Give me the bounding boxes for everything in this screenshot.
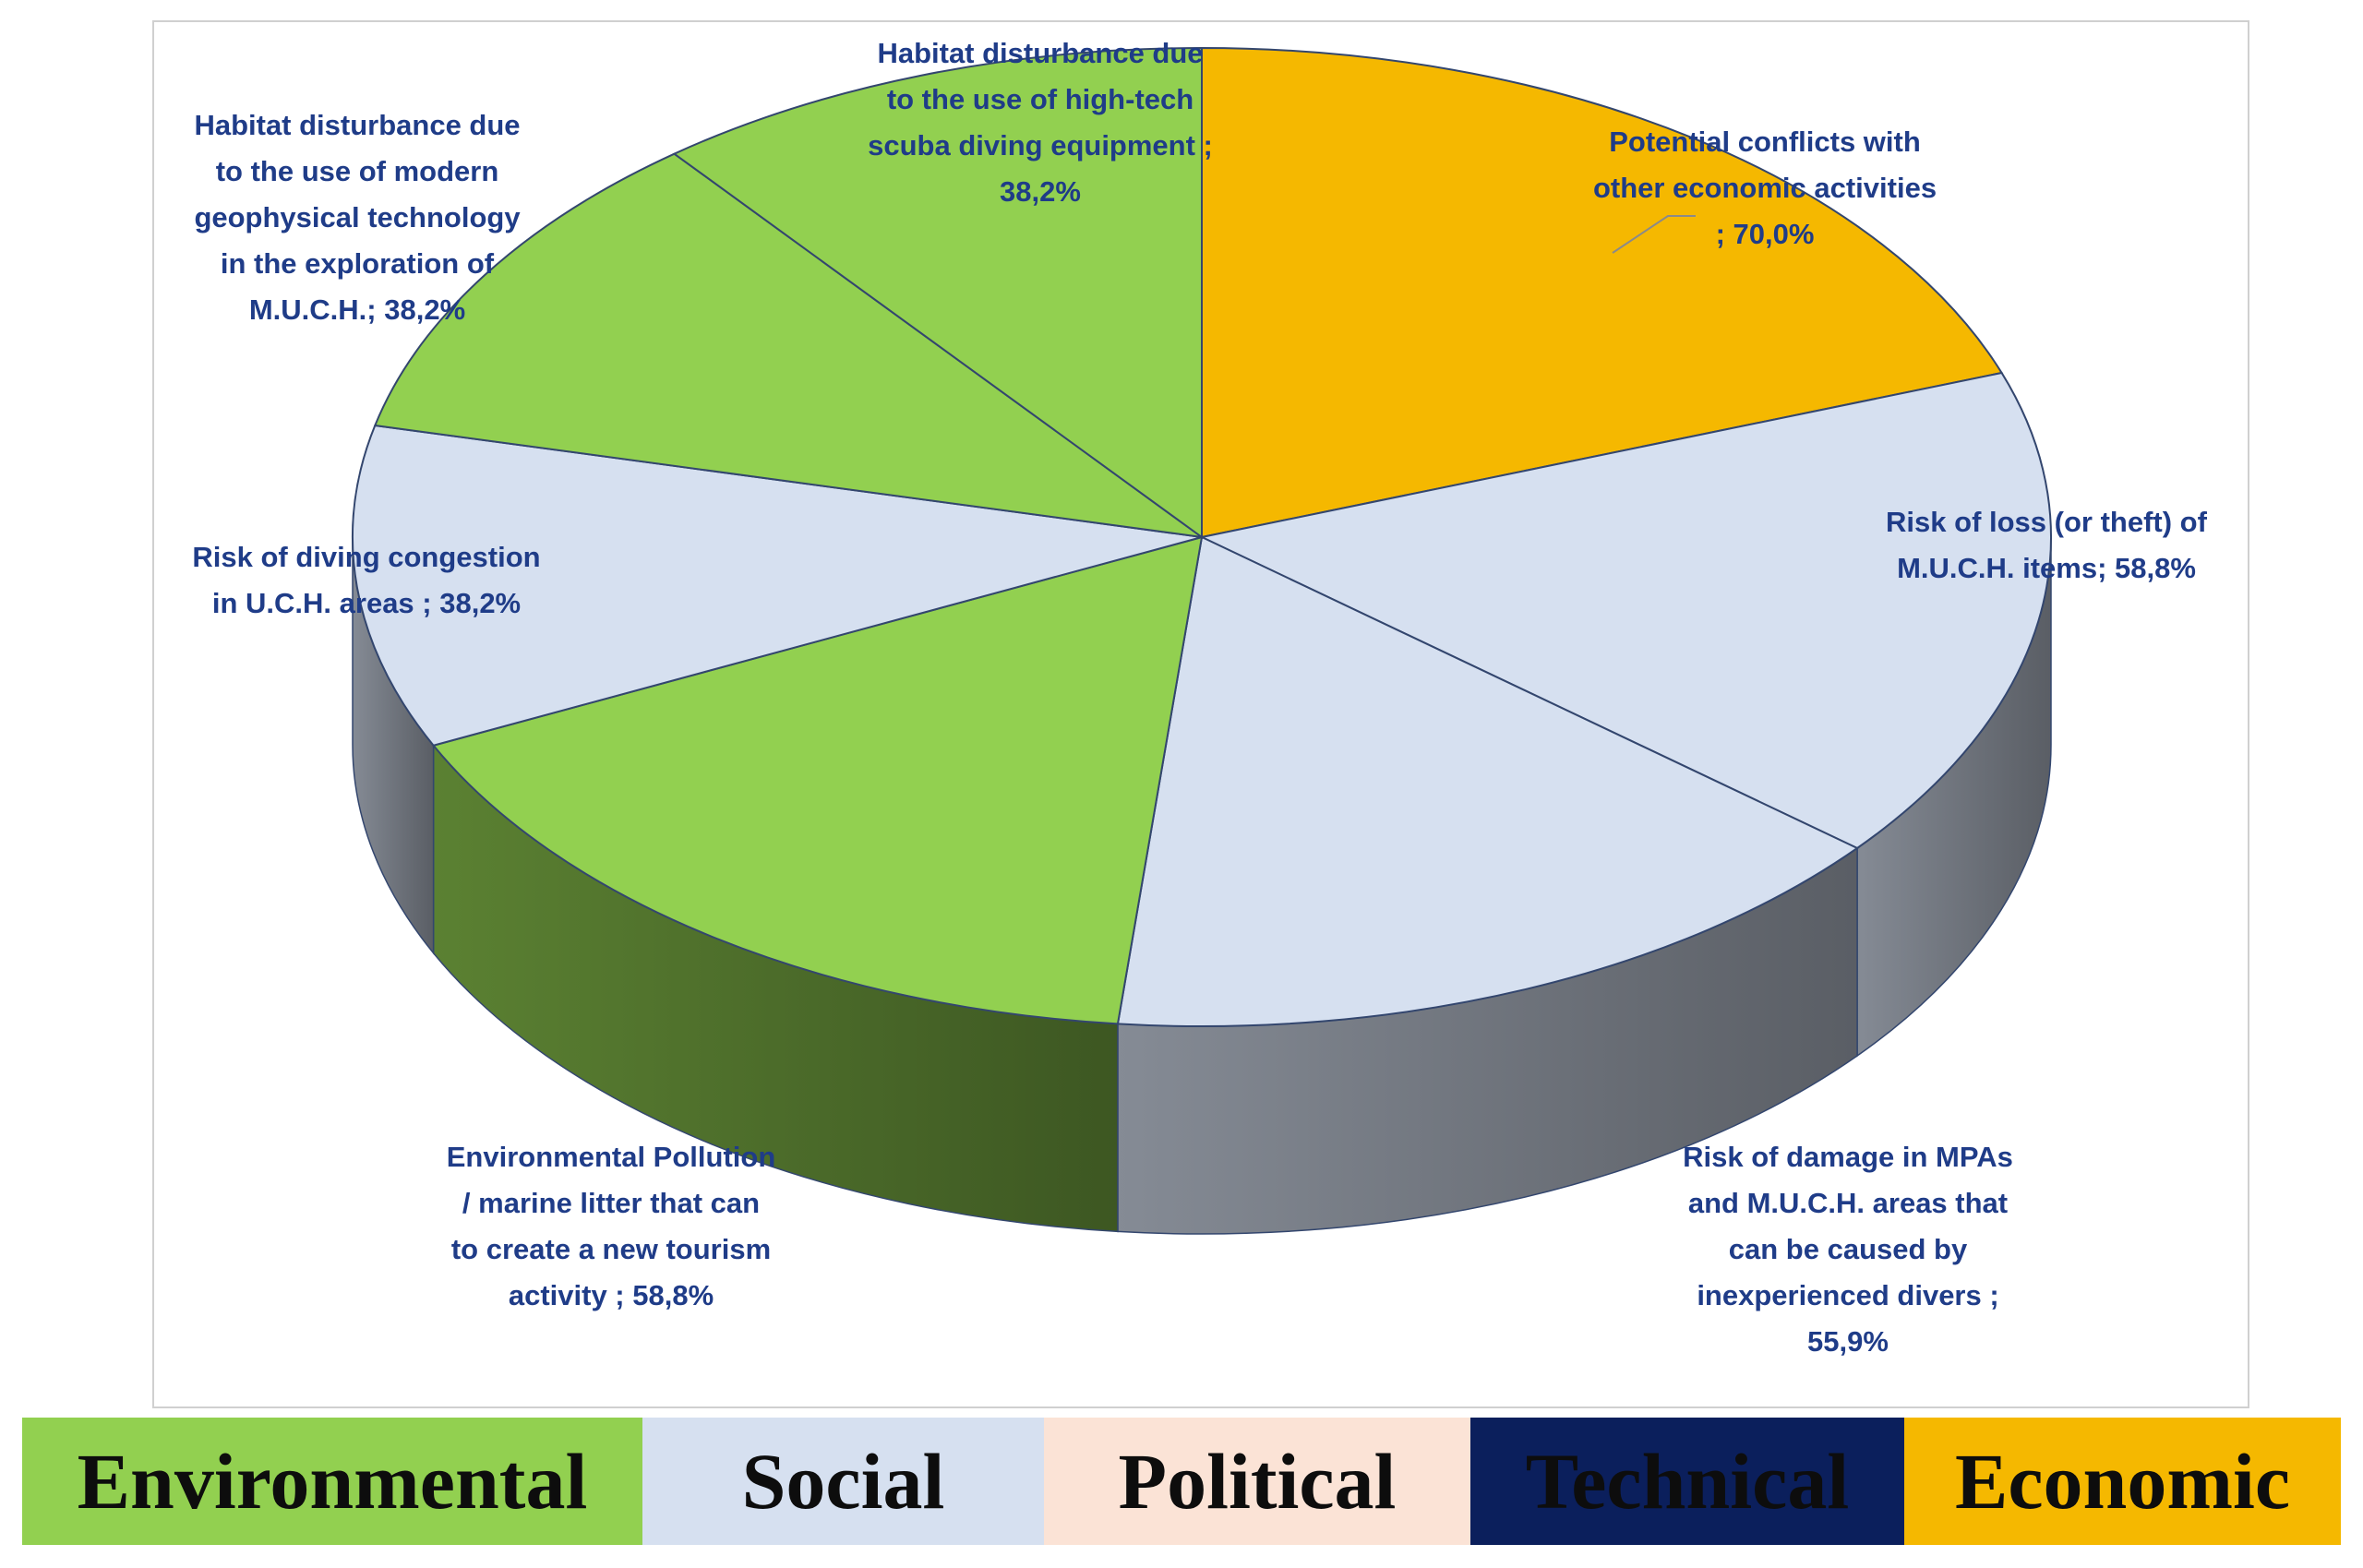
pie-slice — [1198, 371, 2052, 850]
data-label: Habitat disturbance due to the use of hig… — [868, 37, 1213, 208]
pie-slice — [1201, 46, 2004, 539]
legend-label-technical: Technical — [1525, 1437, 1850, 1526]
legend-item-social: Social — [642, 1418, 1044, 1545]
data-label: Potential conflicts with other economic a… — [1593, 126, 1937, 250]
pie-top-faces — [352, 46, 2052, 1027]
legend: Environmental Social Political Technical… — [22, 1418, 2341, 1545]
legend-label-social: Social — [741, 1437, 945, 1526]
legend-item-technical: Technical — [1470, 1418, 1904, 1545]
legend-label-economic: Economic — [1954, 1437, 2291, 1526]
data-label: Risk of loss (or theft) of M.U.C.H. items… — [1886, 506, 2208, 584]
pie-slice — [373, 152, 1203, 538]
data-label: Habitat disturbance due to the use of mod… — [194, 109, 521, 326]
data-label: Risk of diving congestion in U.C.H. areas… — [192, 541, 540, 619]
chart-frame: Potential conflicts with other economic a… — [152, 20, 2249, 1408]
legend-item-political: Political — [1044, 1418, 1470, 1545]
legend-label-environmental: Environmental — [77, 1437, 588, 1526]
legend-label-political: Political — [1118, 1437, 1397, 1526]
pie-slice — [352, 424, 1203, 747]
pie-slice — [431, 535, 1204, 1025]
data-label: Environmental Pollution / marine litter t… — [447, 1141, 776, 1311]
pie-chart: Potential conflicts with other economic a… — [192, 37, 2207, 1358]
pie-slice — [1116, 535, 1860, 1027]
data-label: Risk of damage in MPAs and M.U.C.H. areas… — [1683, 1141, 2013, 1358]
data-labels: Potential conflicts with other economic a… — [192, 37, 2207, 1358]
pie-slice — [672, 46, 1203, 539]
legend-item-economic: Economic — [1904, 1418, 2341, 1545]
legend-item-environmental: Environmental — [22, 1418, 642, 1545]
leader-line — [1612, 215, 1696, 254]
